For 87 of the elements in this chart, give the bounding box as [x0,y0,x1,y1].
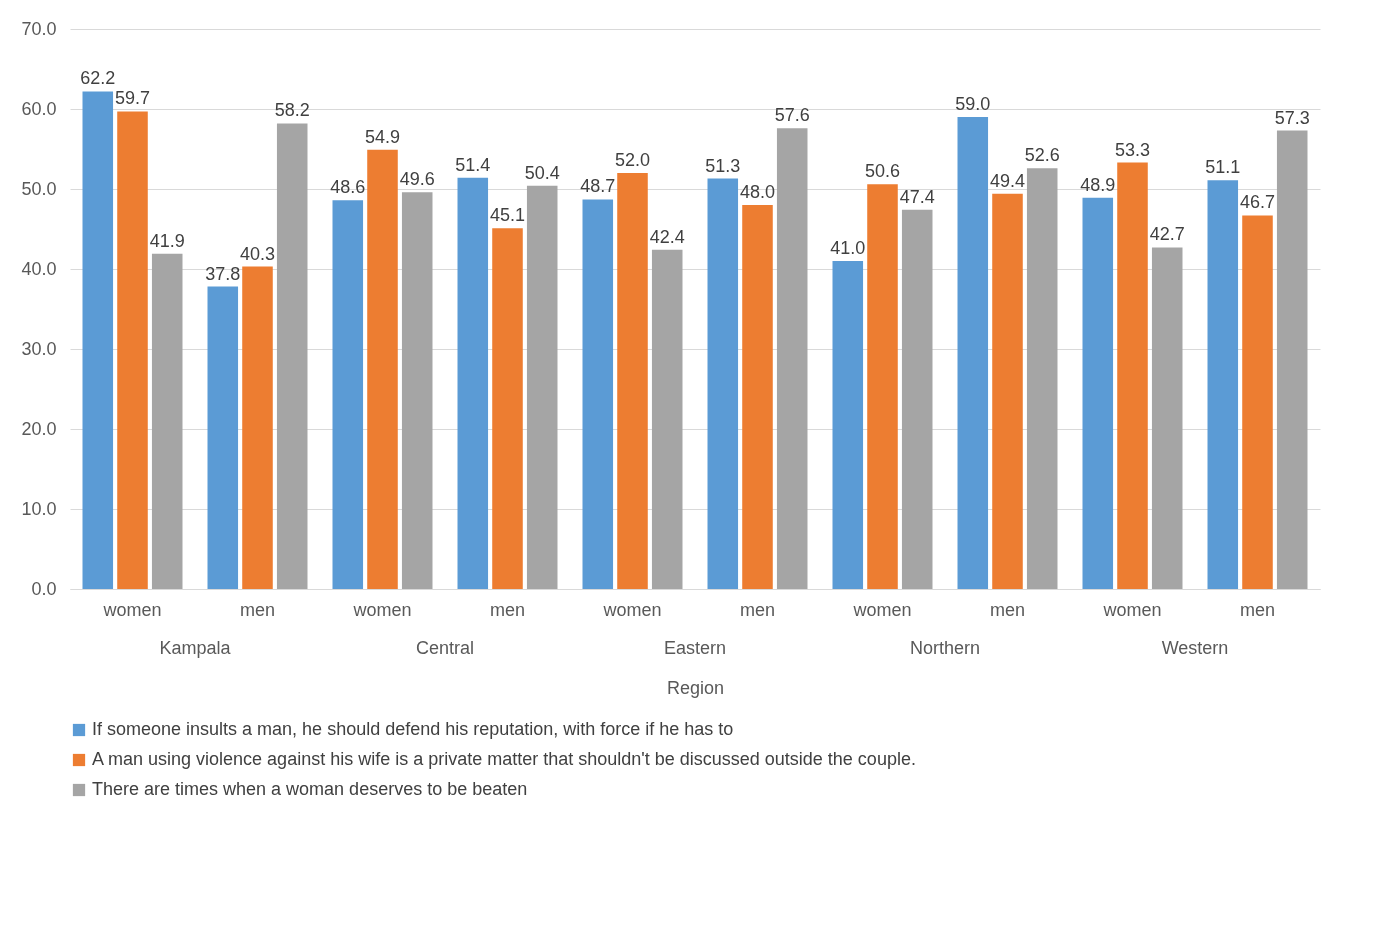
data-label: 51.1 [1205,157,1241,178]
data-label: 50.6 [864,161,901,182]
data-label: 37.8 [205,263,241,284]
data-label: 62.2 [80,68,116,89]
bar [957,117,989,589]
y-tick-label: 30.0 [21,338,57,359]
bar [1082,197,1114,589]
x-tick-label: men [989,599,1026,620]
legend-label: A man using violence against his wife is a private matter that shouldn't be discussed outside the couple. [92,749,916,769]
text: Western [1161,638,1229,658]
data-label: 49.6 [399,169,435,190]
bar [901,209,933,589]
bar [401,192,433,589]
data-label: 40.3 [239,243,276,264]
bar [332,200,364,589]
bar [1117,162,1148,589]
data-label: 49.4 [989,170,1026,191]
bar [776,128,808,589]
data-label: 42.4 [649,226,685,247]
data-label: 48.7 [580,176,616,197]
data-label: 51.4 [455,154,491,175]
y-tick-label: 50.0 [21,178,57,199]
x-tick-label: women [852,599,912,620]
data-label: 59.0 [955,94,991,114]
bar [617,173,648,589]
x-tick-label: women [352,599,412,620]
data-label: 47.4 [899,186,935,207]
bar [276,123,308,589]
x-tick-label: men [489,599,526,620]
x-axis-title: Region [666,677,725,698]
x-tick-label: women [102,599,162,620]
data-label: 54.9 [364,126,401,147]
y-tick-label: 20.0 [21,418,57,439]
data-label: 41.0 [830,238,866,258]
x-tick-label: women [1102,599,1162,620]
bar [207,286,239,589]
data-label: 52.0 [614,150,651,170]
data-label: 41.9 [149,230,185,251]
x-tick-label: men [739,599,776,620]
bar [1276,130,1308,589]
bar [651,249,683,589]
bar [117,111,148,589]
text: Kampala [159,638,232,658]
data-label: 45.1 [489,205,526,226]
bar [492,228,523,589]
data-label: 50.4 [524,162,560,183]
data-label: 52.6 [1024,145,1060,166]
data-label: 48.9 [1080,174,1116,195]
bar [1151,247,1183,589]
data-label: 59.7 [114,88,151,109]
bar [367,149,398,589]
legend-label: If someone insults a man, he should defend his reputation, with force if he has to [92,719,734,739]
x-tick-label: women [602,599,662,620]
bar [992,193,1023,589]
text: Eastern [663,638,727,658]
bar [742,205,773,589]
bar [151,253,183,589]
text: Northern [909,638,981,658]
data-label: 58.2 [274,100,310,121]
bar [707,178,739,589]
bar [1242,215,1273,589]
text: Central [415,638,475,658]
bar [82,91,114,589]
y-tick-label: 10.0 [21,498,57,519]
data-label: 48.6 [330,177,366,198]
y-tick-label: 70.0 [21,18,57,39]
bar [1026,168,1058,589]
legend-label: There are times when a woman deserves to be beaten [92,779,528,799]
y-tick-label: 40.0 [21,258,57,279]
bar [867,184,898,589]
x-tick-label: men [1239,599,1276,620]
data-label: 42.7 [1149,224,1185,245]
y-tick-label: 60.0 [21,98,57,119]
bar [832,261,864,589]
bar [582,199,614,589]
y-tick-label: 0.0 [31,578,57,599]
x-tick-label: men [239,599,276,620]
data-label: 51.3 [705,155,741,176]
data-label: 46.7 [1239,192,1276,213]
bar [457,177,489,589]
bar [242,266,273,589]
data-label: 48.0 [739,182,776,202]
data-label: 57.3 [1274,107,1310,128]
data-label: 53.3 [1114,139,1151,160]
data-label: 57.6 [774,105,810,126]
bar [526,185,558,589]
bar [1207,180,1239,589]
